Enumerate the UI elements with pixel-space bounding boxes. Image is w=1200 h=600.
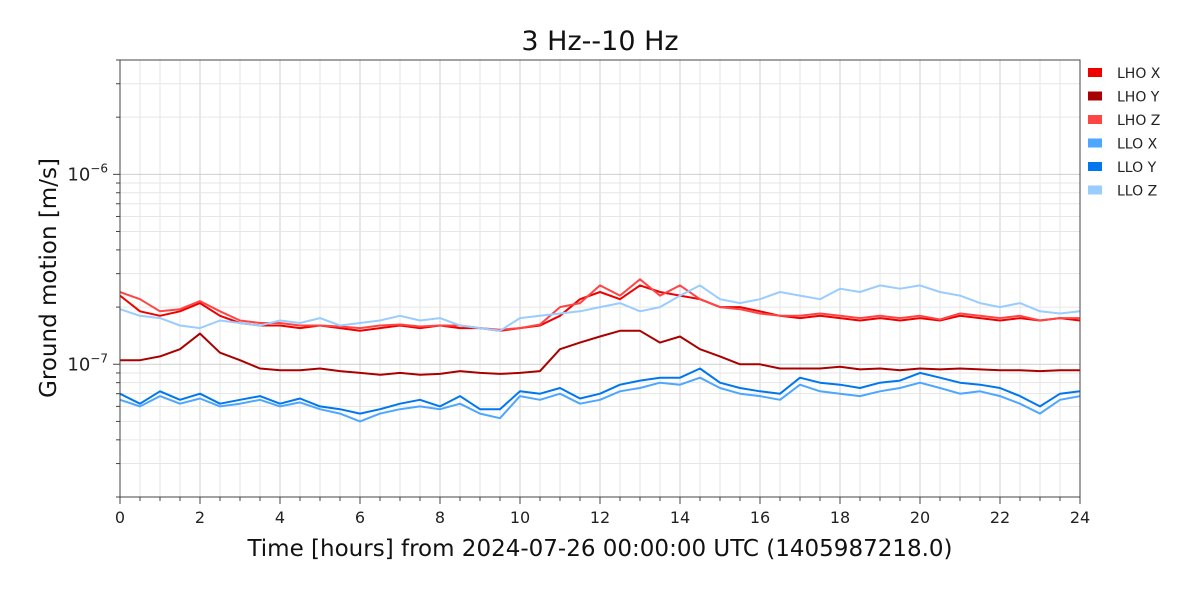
y-tick-label: 10−7 — [67, 351, 108, 375]
series-line-lho-z — [119, 278, 1080, 331]
legend-swatch-lho-x — [1088, 68, 1102, 77]
legend-swatch-llo-y — [1088, 162, 1102, 171]
x-tick-label: 22 — [990, 508, 1010, 527]
series-line-llo-z — [119, 284, 1081, 332]
x-tick-label: 4 — [275, 508, 285, 527]
legend-swatch-lho-z — [1088, 115, 1102, 124]
x-tick-label: 14 — [670, 508, 690, 527]
x-tick-label: 24 — [1070, 508, 1090, 527]
legend-swatch-llo-z — [1088, 185, 1102, 195]
legend-label-lho-x: LHO X — [1117, 66, 1161, 82]
series-line-lho-y — [120, 329, 1080, 376]
legend-label-llo-z: LLO Z — [1117, 184, 1157, 200]
legend-swatch-lho-y — [1088, 91, 1102, 101]
legend-label-llo-y: LLO Y — [1117, 160, 1157, 176]
chart-title: 3 Hz--10 Hz — [521, 26, 678, 57]
x-tick-label: 12 — [590, 508, 610, 527]
legend: LHO X LHO Y LHO Z LLO X LLO Y LLO Z — [1088, 66, 1161, 200]
grid — [119, 59, 1081, 498]
legend-label-llo-x: LLO X — [1117, 137, 1158, 153]
legend-label-lho-y: LHO Y — [1117, 90, 1160, 106]
legend-label-lho-z: LHO Z — [1117, 113, 1160, 129]
x-axis-title: Time [hours] from 2024-07-26 00:00:00 UT… — [246, 536, 952, 562]
series-line-lho-x — [119, 284, 1081, 332]
series-line-llo-y — [119, 367, 1081, 415]
series-group — [119, 278, 1081, 423]
legend-swatch-llo-x — [1088, 138, 1102, 148]
y-axis-title: Ground motion [m/s] — [36, 158, 62, 398]
x-tick-label: 0 — [115, 508, 125, 527]
x-tick-label: 10 — [510, 508, 530, 527]
x-tick-label: 18 — [830, 508, 850, 527]
x-tick-label: 16 — [750, 508, 770, 527]
x-tick-label: 8 — [435, 508, 445, 527]
series-line-llo-x — [119, 376, 1081, 423]
x-tick-label: 6 — [355, 508, 365, 527]
x-tick-label: 2 — [195, 508, 205, 527]
x-tick-label: 20 — [910, 508, 930, 527]
y-tick-label: 10−6 — [67, 161, 108, 185]
